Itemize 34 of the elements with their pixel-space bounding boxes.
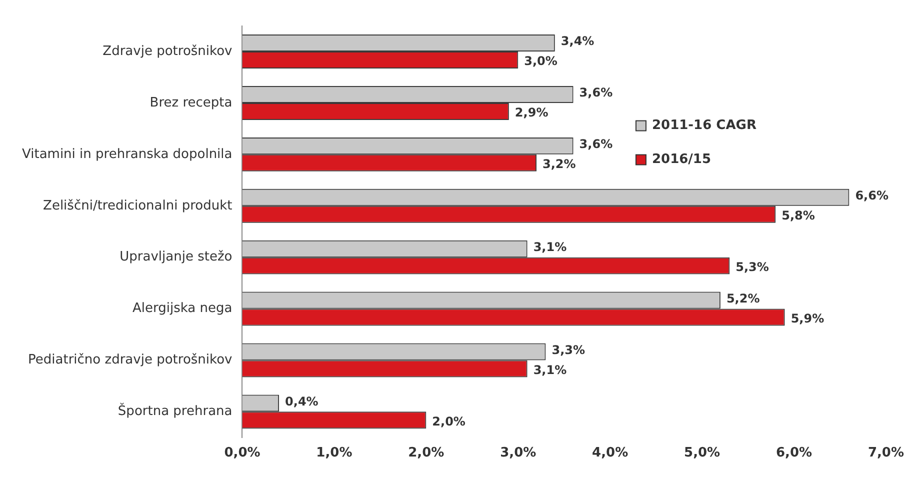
data-label: 2,9% — [514, 106, 548, 120]
data-label: 3,1% — [533, 362, 567, 377]
data-label: 2,0% — [432, 414, 466, 428]
y-tick-label: Pediatrično zdravje potrošnikov — [28, 352, 233, 368]
data-label: 0,4% — [285, 394, 318, 408]
x-tick-label: 6,0% — [776, 446, 812, 461]
x-tick-label: 4,0% — [592, 446, 628, 461]
data-label: 3,1% — [533, 240, 567, 254]
x-tick-label: 7,0% — [868, 446, 904, 461]
y-tick-label: Zdravje potrošnikov — [102, 44, 233, 59]
y-tick-label: Športna prehrana — [118, 402, 232, 420]
y-tick-label: Alergijska nega — [132, 301, 232, 316]
x-tick-label: 2,0% — [408, 446, 444, 461]
data-label: 6,6% — [855, 188, 888, 203]
legend-label: 2016/15 — [652, 152, 712, 168]
x-tick-label: 5,0% — [684, 446, 720, 461]
data-label: 5,3% — [736, 260, 769, 274]
data-label: 3,3% — [552, 342, 585, 357]
y-tick-label: Brez recepta — [150, 95, 232, 110]
data-label: 3,0% — [524, 54, 558, 68]
y-tick-label: Upravljanje stežo — [120, 250, 232, 265]
y-tick-label: Vitamini in prehranska dopolnila — [22, 146, 232, 162]
data-label: 5,8% — [782, 208, 815, 222]
y-tick-label: Zeliščni/tredicionalni produkt — [43, 198, 232, 214]
x-tick-label: 0,0% — [224, 446, 260, 461]
data-label: 5,9% — [790, 311, 824, 326]
data-label: 3,6% — [579, 86, 613, 100]
legend-label: 2011-16 CAGR — [652, 118, 756, 134]
x-tick-label: 1,0% — [316, 446, 352, 461]
data-label: 3,4% — [560, 34, 594, 48]
x-tick-label: 3,0% — [500, 446, 536, 461]
data-label: 5,2% — [726, 291, 760, 306]
data-label: 3,6% — [579, 137, 613, 152]
data-label: 3,2% — [542, 157, 576, 172]
